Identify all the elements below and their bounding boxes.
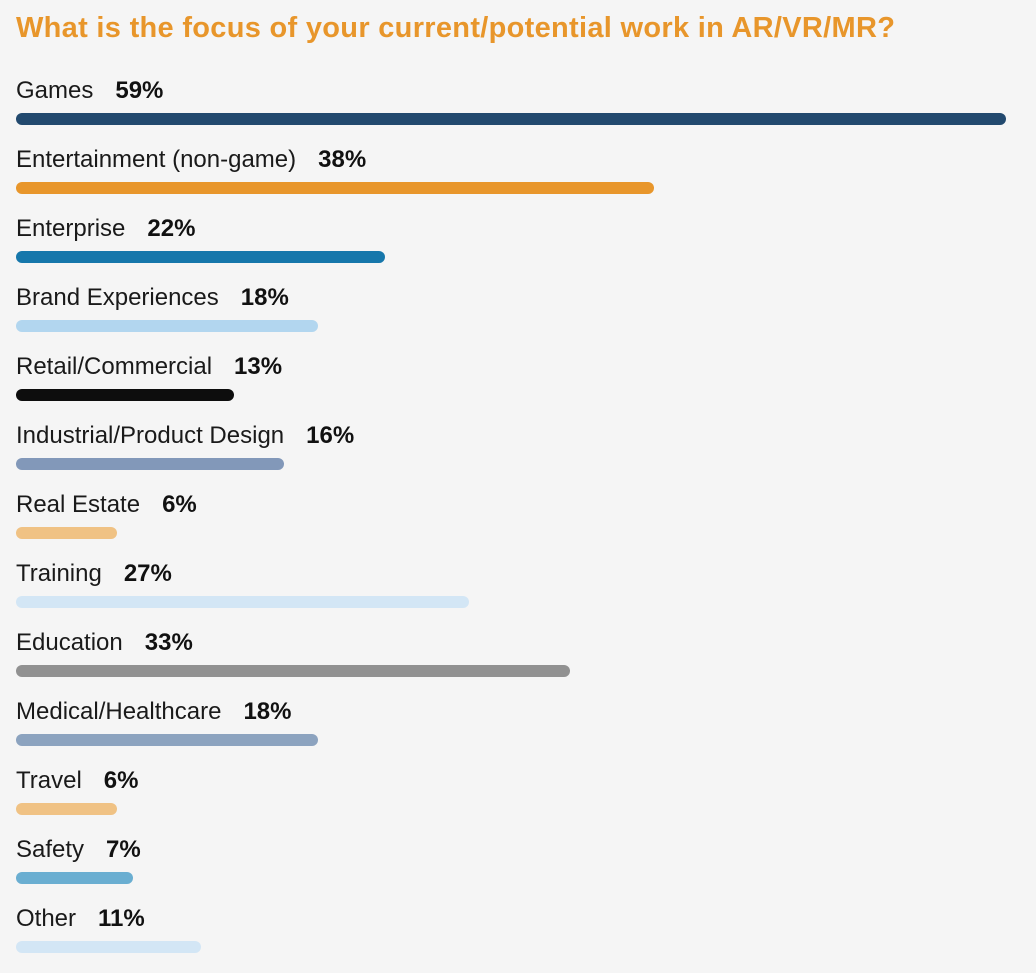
bar xyxy=(16,527,117,539)
bar-label: Retail/Commercial 13% xyxy=(16,350,282,384)
value-label: 18% xyxy=(240,284,289,311)
bar xyxy=(16,803,117,815)
value-label: 22% xyxy=(147,215,196,242)
bar-label: Medical/Healthcare 18% xyxy=(16,695,291,729)
category-label: Retail/Commercial xyxy=(16,353,213,380)
bar-row: Entertainment (non-game) 38% xyxy=(16,140,1016,209)
value-label: 13% xyxy=(234,353,283,380)
category-label: Brand Experiences xyxy=(16,284,219,311)
category-label: Games xyxy=(16,77,94,104)
value-label: 38% xyxy=(318,146,367,173)
bar-label: Other 11% xyxy=(16,902,145,936)
bar xyxy=(16,113,1006,125)
bar-label: Real Estate 6% xyxy=(16,488,197,522)
bar-label: Brand Experiences 18% xyxy=(16,281,289,315)
category-label: Other xyxy=(16,905,77,932)
bar-label: Training 27% xyxy=(16,557,172,591)
category-label: Enterprise xyxy=(16,215,126,242)
bar-label: Enterprise 22% xyxy=(16,212,195,246)
category-label: Real Estate xyxy=(16,491,141,518)
bar-row: Training 27% xyxy=(16,554,1016,623)
bar-row: Travel 6% xyxy=(16,761,1016,830)
bar-row: Other 11% xyxy=(16,899,1016,968)
bar-row: Safety 7% xyxy=(16,830,1016,899)
category-label: Industrial/Product Design xyxy=(16,422,285,449)
bar-row: Real Estate 6% xyxy=(16,485,1016,554)
bar xyxy=(16,941,201,953)
value-label: 11% xyxy=(98,905,145,932)
category-label: Training xyxy=(16,560,102,587)
value-label: 6% xyxy=(162,491,197,518)
bar xyxy=(16,182,654,194)
bar-label: Education 33% xyxy=(16,626,193,660)
chart-title: What is the focus of your current/potent… xyxy=(16,12,896,44)
bar xyxy=(16,665,570,677)
bar xyxy=(16,596,469,608)
bar-label: Travel 6% xyxy=(16,764,138,798)
category-label: Travel xyxy=(16,767,82,794)
bar-row: Retail/Commercial 13% xyxy=(16,347,1016,416)
bar-label: Games 59% xyxy=(16,74,163,108)
bar xyxy=(16,320,318,332)
bar-chart: Games 59% Entertainment (non-game) 38% Enter… xyxy=(16,71,1016,968)
bar-label: Entertainment (non-game) 38% xyxy=(16,143,366,177)
bar-row: Medical/Healthcare 18% xyxy=(16,692,1016,761)
value-label: 7% xyxy=(106,836,141,863)
bar-row: Enterprise 22% xyxy=(16,209,1016,278)
bar xyxy=(16,251,385,263)
bar xyxy=(16,458,284,470)
category-label: Education xyxy=(16,629,123,656)
value-label: 59% xyxy=(115,77,164,104)
value-label: 33% xyxy=(144,629,193,656)
bar-row: Education 33% xyxy=(16,623,1016,692)
value-label: 6% xyxy=(103,767,139,794)
bar-row: Games 59% xyxy=(16,71,1016,140)
category-label: Safety xyxy=(16,836,85,863)
bar-row: Industrial/Product Design 16% xyxy=(16,416,1016,485)
category-label: Entertainment (non-game) xyxy=(16,146,297,173)
bar-label: Safety 7% xyxy=(16,833,141,867)
bar xyxy=(16,734,318,746)
value-label: 27% xyxy=(123,560,172,587)
bar-row: Brand Experiences 18% xyxy=(16,278,1016,347)
value-label: 18% xyxy=(243,698,292,725)
bar-label: Industrial/Product Design 16% xyxy=(16,419,354,453)
category-label: Medical/Healthcare xyxy=(16,698,222,725)
bar xyxy=(16,389,234,401)
bar xyxy=(16,872,133,884)
value-label: 16% xyxy=(306,422,355,449)
